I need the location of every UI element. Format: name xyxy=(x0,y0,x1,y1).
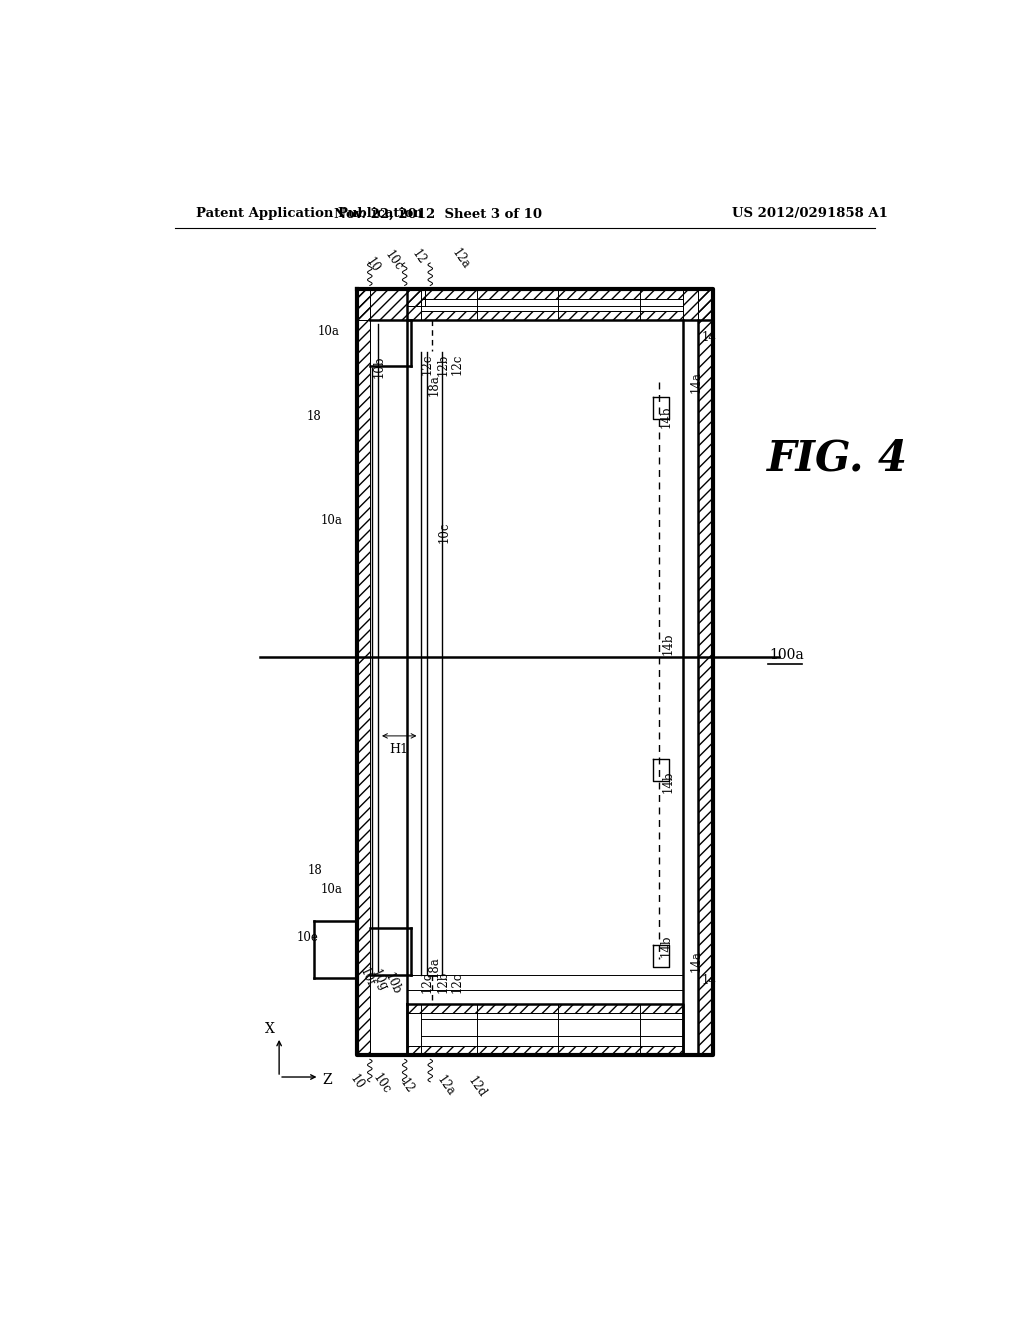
Text: FIG. 4: FIG. 4 xyxy=(767,438,908,479)
Text: 10c: 10c xyxy=(438,521,451,543)
Text: 10c: 10c xyxy=(370,1072,393,1097)
Text: 14b: 14b xyxy=(662,771,674,793)
Text: US 2012/0291858 A1: US 2012/0291858 A1 xyxy=(732,207,889,220)
Text: Z: Z xyxy=(323,1073,332,1088)
Text: 18a: 18a xyxy=(428,375,441,396)
Text: 14b: 14b xyxy=(662,632,674,655)
Text: 12d: 12d xyxy=(465,1074,488,1100)
Text: 12c: 12c xyxy=(421,972,434,993)
Text: 14b: 14b xyxy=(659,405,673,428)
Text: 12c: 12c xyxy=(451,354,464,375)
Text: 10: 10 xyxy=(347,1073,367,1092)
Text: 10c: 10c xyxy=(382,248,406,273)
Text: 10f: 10f xyxy=(357,966,377,989)
Text: 12a: 12a xyxy=(450,246,473,271)
Text: 14a: 14a xyxy=(690,371,702,392)
Text: 100a: 100a xyxy=(770,648,805,663)
Text: 14: 14 xyxy=(701,330,717,343)
Text: 10e: 10e xyxy=(297,931,318,944)
Text: Patent Application Publication: Patent Application Publication xyxy=(197,207,423,220)
Text: 14: 14 xyxy=(701,974,717,987)
Text: 18a: 18a xyxy=(428,956,441,978)
Text: 18: 18 xyxy=(306,409,321,422)
Text: 10b: 10b xyxy=(372,355,385,378)
Text: X: X xyxy=(265,1022,274,1036)
Text: Nov. 22, 2012  Sheet 3 of 10: Nov. 22, 2012 Sheet 3 of 10 xyxy=(334,207,542,220)
Text: 12: 12 xyxy=(397,1077,416,1096)
Text: 10a: 10a xyxy=(321,883,342,896)
Text: 12b: 12b xyxy=(436,972,450,994)
Text: 12c: 12c xyxy=(451,972,464,993)
Text: 12: 12 xyxy=(410,247,428,267)
Text: 10b: 10b xyxy=(382,972,403,997)
Text: 10: 10 xyxy=(362,255,382,275)
Text: 12b: 12b xyxy=(436,354,450,376)
Text: 12a: 12a xyxy=(434,1073,458,1098)
Text: 14b: 14b xyxy=(659,935,673,957)
Text: 10a: 10a xyxy=(321,513,342,527)
Text: 14a: 14a xyxy=(690,950,702,972)
Text: 12c: 12c xyxy=(421,354,434,375)
Text: 10a: 10a xyxy=(317,325,340,338)
Text: 18: 18 xyxy=(308,865,323,878)
Text: 10g: 10g xyxy=(369,968,390,994)
Text: H1: H1 xyxy=(390,743,409,756)
